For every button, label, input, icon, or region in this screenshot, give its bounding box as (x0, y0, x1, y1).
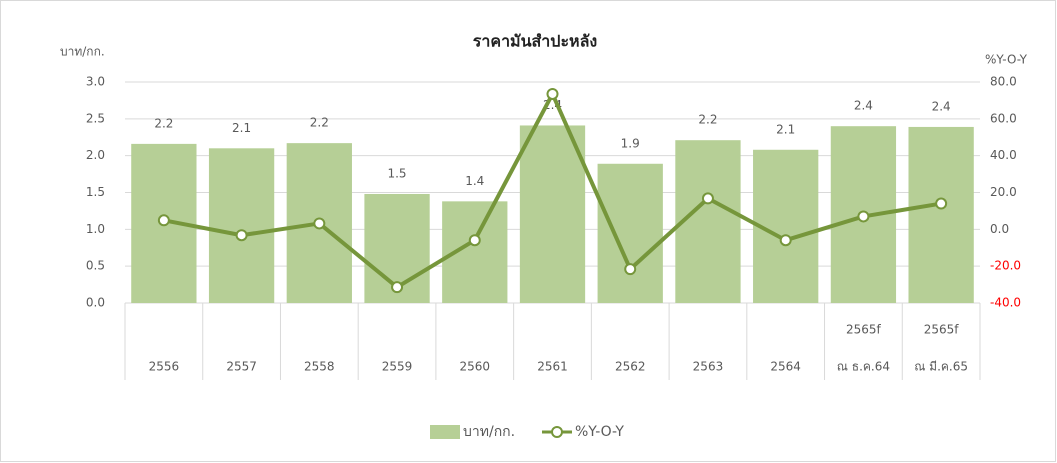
y-tick-label: 3.0 (86, 75, 105, 89)
legend-marker (551, 426, 563, 438)
x-tick-label: 2561 (537, 360, 568, 374)
x-tick-label: 2565f (924, 323, 960, 337)
x-tick-label: ณ มี.ค.65 (914, 360, 968, 374)
y-tick-label: 1.0 (86, 222, 105, 236)
data-label: 2.1 (776, 122, 795, 136)
data-label: 2.4 (854, 99, 873, 113)
legend-label: บาท/กก. (463, 424, 515, 440)
y2-tick-label: 0.0 (990, 222, 1009, 236)
line-marker (157, 214, 170, 227)
line-marker (857, 210, 870, 223)
bar (519, 125, 586, 303)
y-tick-label: 2.5 (86, 111, 105, 125)
y-axis-label: บาท/กก. (60, 45, 105, 59)
x-tick-label: 2565f (846, 323, 882, 337)
line-marker (313, 217, 326, 230)
data-label: 2.2 (154, 116, 173, 130)
line-marker (779, 234, 792, 247)
y-tick-label: 0.5 (86, 259, 105, 273)
line-marker (624, 263, 637, 276)
bar (908, 126, 974, 303)
y2-tick-label: 60.0 (990, 111, 1017, 125)
data-label: 1.9 (621, 136, 640, 150)
data-label: 2.1 (232, 121, 251, 135)
y2-tick-label: 80.0 (990, 75, 1017, 89)
line-marker (546, 87, 559, 100)
x-tick-label: 2563 (693, 360, 724, 374)
y2-axis-label: %Y-O-Y (985, 53, 1028, 67)
legend-swatch (430, 425, 460, 439)
data-label: 2.2 (698, 113, 717, 127)
data-label: 1.5 (387, 166, 406, 180)
x-tick-label: ณ ธ.ค.64 (837, 360, 890, 374)
line-marker (391, 281, 404, 294)
data-label: 2.2 (310, 116, 329, 130)
y2-tick-label: -40.0 (990, 296, 1021, 310)
bar (597, 163, 663, 303)
line-marker (235, 229, 248, 242)
y2-tick-label: -20.0 (990, 259, 1021, 273)
x-tick-label: 2556 (149, 360, 180, 374)
y-tick-label: 2.0 (86, 148, 105, 162)
chart-title: ราคามันสำปะหลัง (473, 32, 597, 51)
line-marker (701, 192, 714, 205)
x-tick-label: 2564 (770, 360, 801, 374)
line-marker (468, 234, 481, 247)
x-tick-label: 2559 (382, 360, 413, 374)
y-tick-label: 1.5 (86, 185, 105, 199)
legend-label: %Y-O-Y (575, 424, 624, 440)
x-tick-label: 2558 (304, 360, 335, 374)
y2-tick-label: 20.0 (990, 185, 1017, 199)
data-label: 1.4 (465, 174, 484, 188)
x-tick-label: 2560 (459, 360, 490, 374)
x-tick-label: 2562 (615, 360, 646, 374)
bar (208, 148, 275, 303)
y2-tick-label: 40.0 (990, 148, 1017, 162)
data-label: 2.4 (932, 99, 951, 113)
x-tick-label: 2557 (226, 360, 257, 374)
y-tick-label: 0.0 (86, 296, 105, 310)
bar (675, 140, 741, 303)
line-marker (935, 197, 948, 210)
